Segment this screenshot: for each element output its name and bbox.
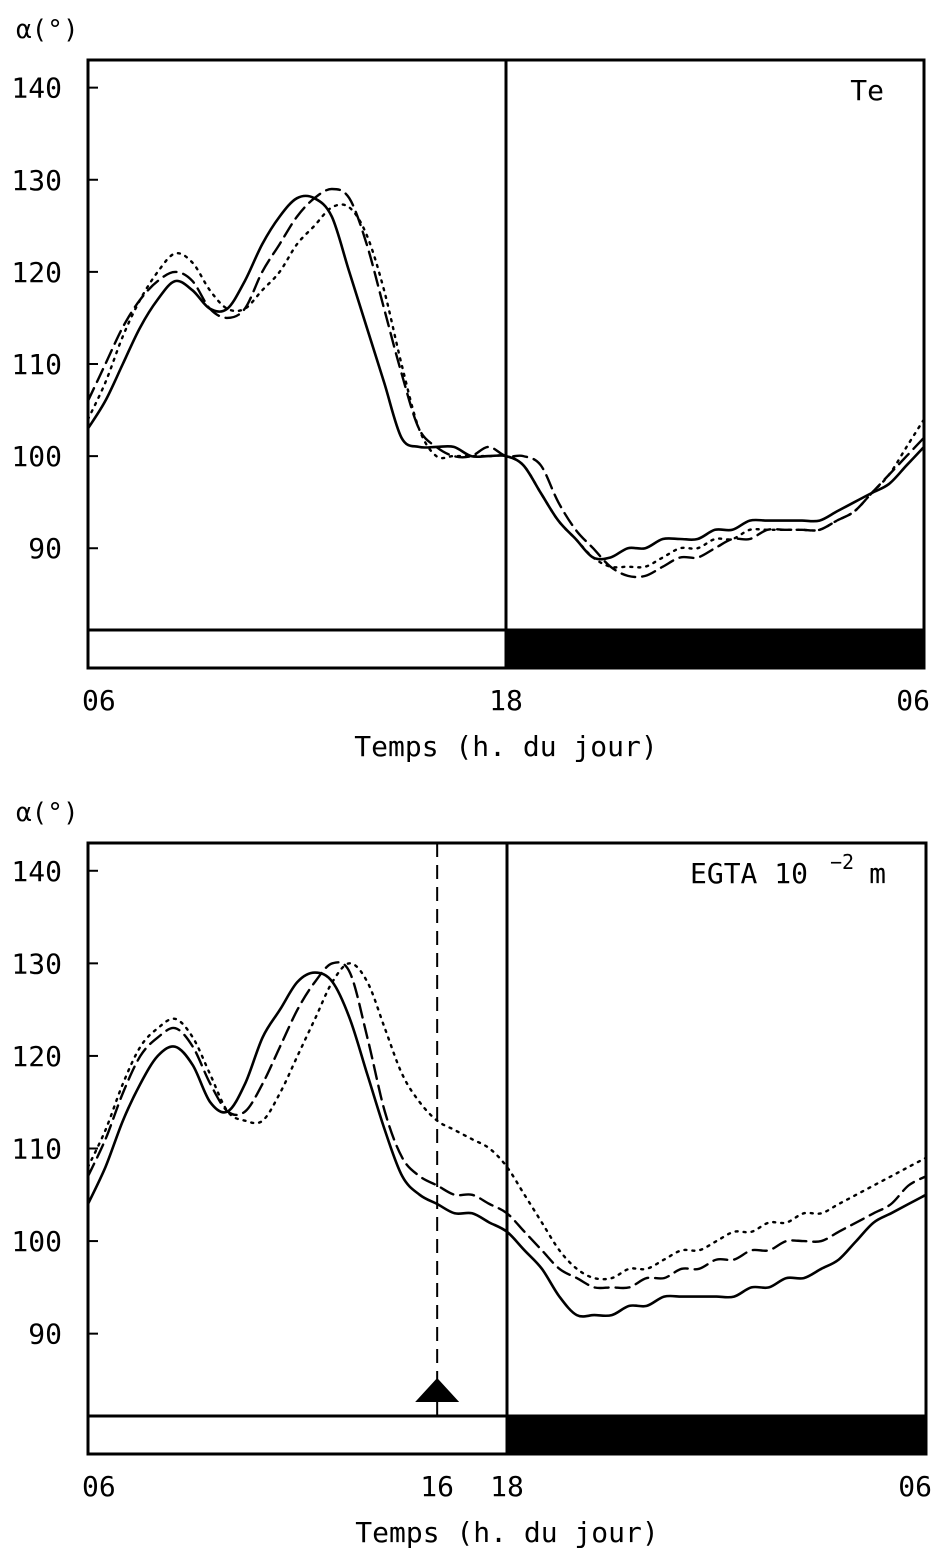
y-tick-label: 90 [28, 532, 62, 565]
y-tick-label: 120 [11, 256, 62, 289]
light-phase-bar [86, 628, 508, 670]
panel-label-superscript: −2 [830, 850, 854, 874]
panel-label: Te [850, 74, 884, 107]
y-tick-label: 90 [28, 1318, 62, 1351]
y-tick-label: 100 [11, 1225, 62, 1258]
y-tick-label: 110 [11, 348, 62, 381]
x-axis-title: Temps (h. du jour) [355, 1516, 658, 1549]
y-tick-label: 140 [11, 72, 62, 105]
y-axis-label: α(°) [16, 798, 79, 828]
x-tick-label: 18 [489, 684, 523, 717]
y-tick-label: 110 [11, 1133, 62, 1166]
x-tick-label: 06 [82, 1470, 116, 1503]
light-phase-bar [86, 1414, 509, 1456]
y-tick-label: 130 [11, 164, 62, 197]
series-line-dotted [86, 203, 926, 569]
panel-label: EGTA 10 [690, 857, 808, 890]
panel-label-unit: m [869, 857, 886, 890]
dark-phase-bar [505, 1414, 928, 1456]
y-tick-label: 100 [11, 440, 62, 473]
y-tick-label: 120 [11, 1040, 62, 1073]
x-tick-label: 06 [896, 684, 930, 717]
series-line-dashed [86, 961, 928, 1290]
x-tick-label: 18 [490, 1470, 524, 1503]
dark-phase-bar [504, 628, 926, 670]
chart-panel-1: α(°) 140 130 120 110 100 90 06 18 06 Temps (h. du … [11, 15, 930, 763]
x-tick-label: 16 [420, 1470, 454, 1503]
treatment-arrow-icon [415, 1378, 460, 1402]
x-axis-title: Temps (h. du jour) [354, 730, 657, 763]
chart-panel-2: α(°) 140 130 120 110 100 90 06 16 18 06 Temps (h. d… [11, 798, 932, 1549]
x-tick-label: 06 [898, 1470, 932, 1503]
y-axis-label: α(°) [16, 15, 79, 45]
y-tick-label: 140 [11, 855, 62, 888]
y-tick-label: 130 [11, 947, 62, 980]
x-tick-label: 06 [82, 684, 116, 717]
